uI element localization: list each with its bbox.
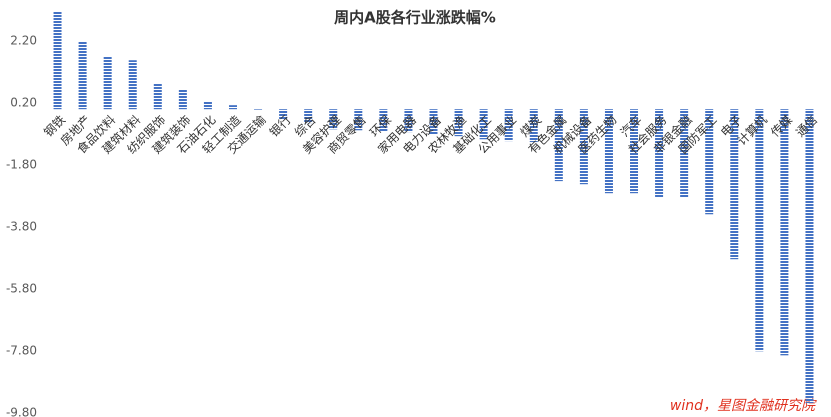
bar xyxy=(604,109,613,194)
bar xyxy=(203,101,212,110)
y-tick-label: -3.80 xyxy=(6,220,37,234)
bar xyxy=(379,109,388,132)
bar xyxy=(730,109,739,260)
bar xyxy=(680,109,689,198)
bar xyxy=(329,109,338,130)
x-tick-label: 传媒 xyxy=(767,112,795,140)
x-tick-label: 银行 xyxy=(267,113,294,140)
y-tick-label: -1.80 xyxy=(6,158,37,172)
chart-title: 周内A股各行业涨跌幅% xyxy=(334,9,496,27)
bar xyxy=(805,109,814,404)
y-tick-label: -9.80 xyxy=(6,406,37,417)
bar xyxy=(554,109,563,182)
bar xyxy=(78,41,87,110)
bar xyxy=(504,109,513,142)
bar xyxy=(579,109,588,185)
bar xyxy=(755,109,764,352)
bar xyxy=(228,105,237,110)
bar xyxy=(304,109,313,124)
bar xyxy=(454,109,463,137)
bar xyxy=(705,109,714,215)
y-tick-label: 0.20 xyxy=(10,96,37,110)
bar xyxy=(53,11,62,110)
y-tick-label: 2.20 xyxy=(10,34,37,48)
bar xyxy=(655,109,664,198)
bar xyxy=(254,109,263,110)
annotation: wind，星图金融研究院 xyxy=(670,398,817,414)
bar xyxy=(354,109,363,131)
y-tick-label: -7.80 xyxy=(6,344,37,358)
y-tick-label: -5.80 xyxy=(6,282,37,296)
bar xyxy=(630,109,639,194)
bar xyxy=(479,109,488,140)
bar xyxy=(103,56,112,110)
bar xyxy=(529,109,538,143)
x-tick-label: 通信 xyxy=(793,113,820,140)
bar xyxy=(429,109,438,135)
bar xyxy=(128,60,137,110)
bar xyxy=(780,109,789,356)
bar xyxy=(153,83,162,110)
bar xyxy=(404,109,413,133)
bar xyxy=(178,89,187,110)
bar xyxy=(279,109,288,120)
